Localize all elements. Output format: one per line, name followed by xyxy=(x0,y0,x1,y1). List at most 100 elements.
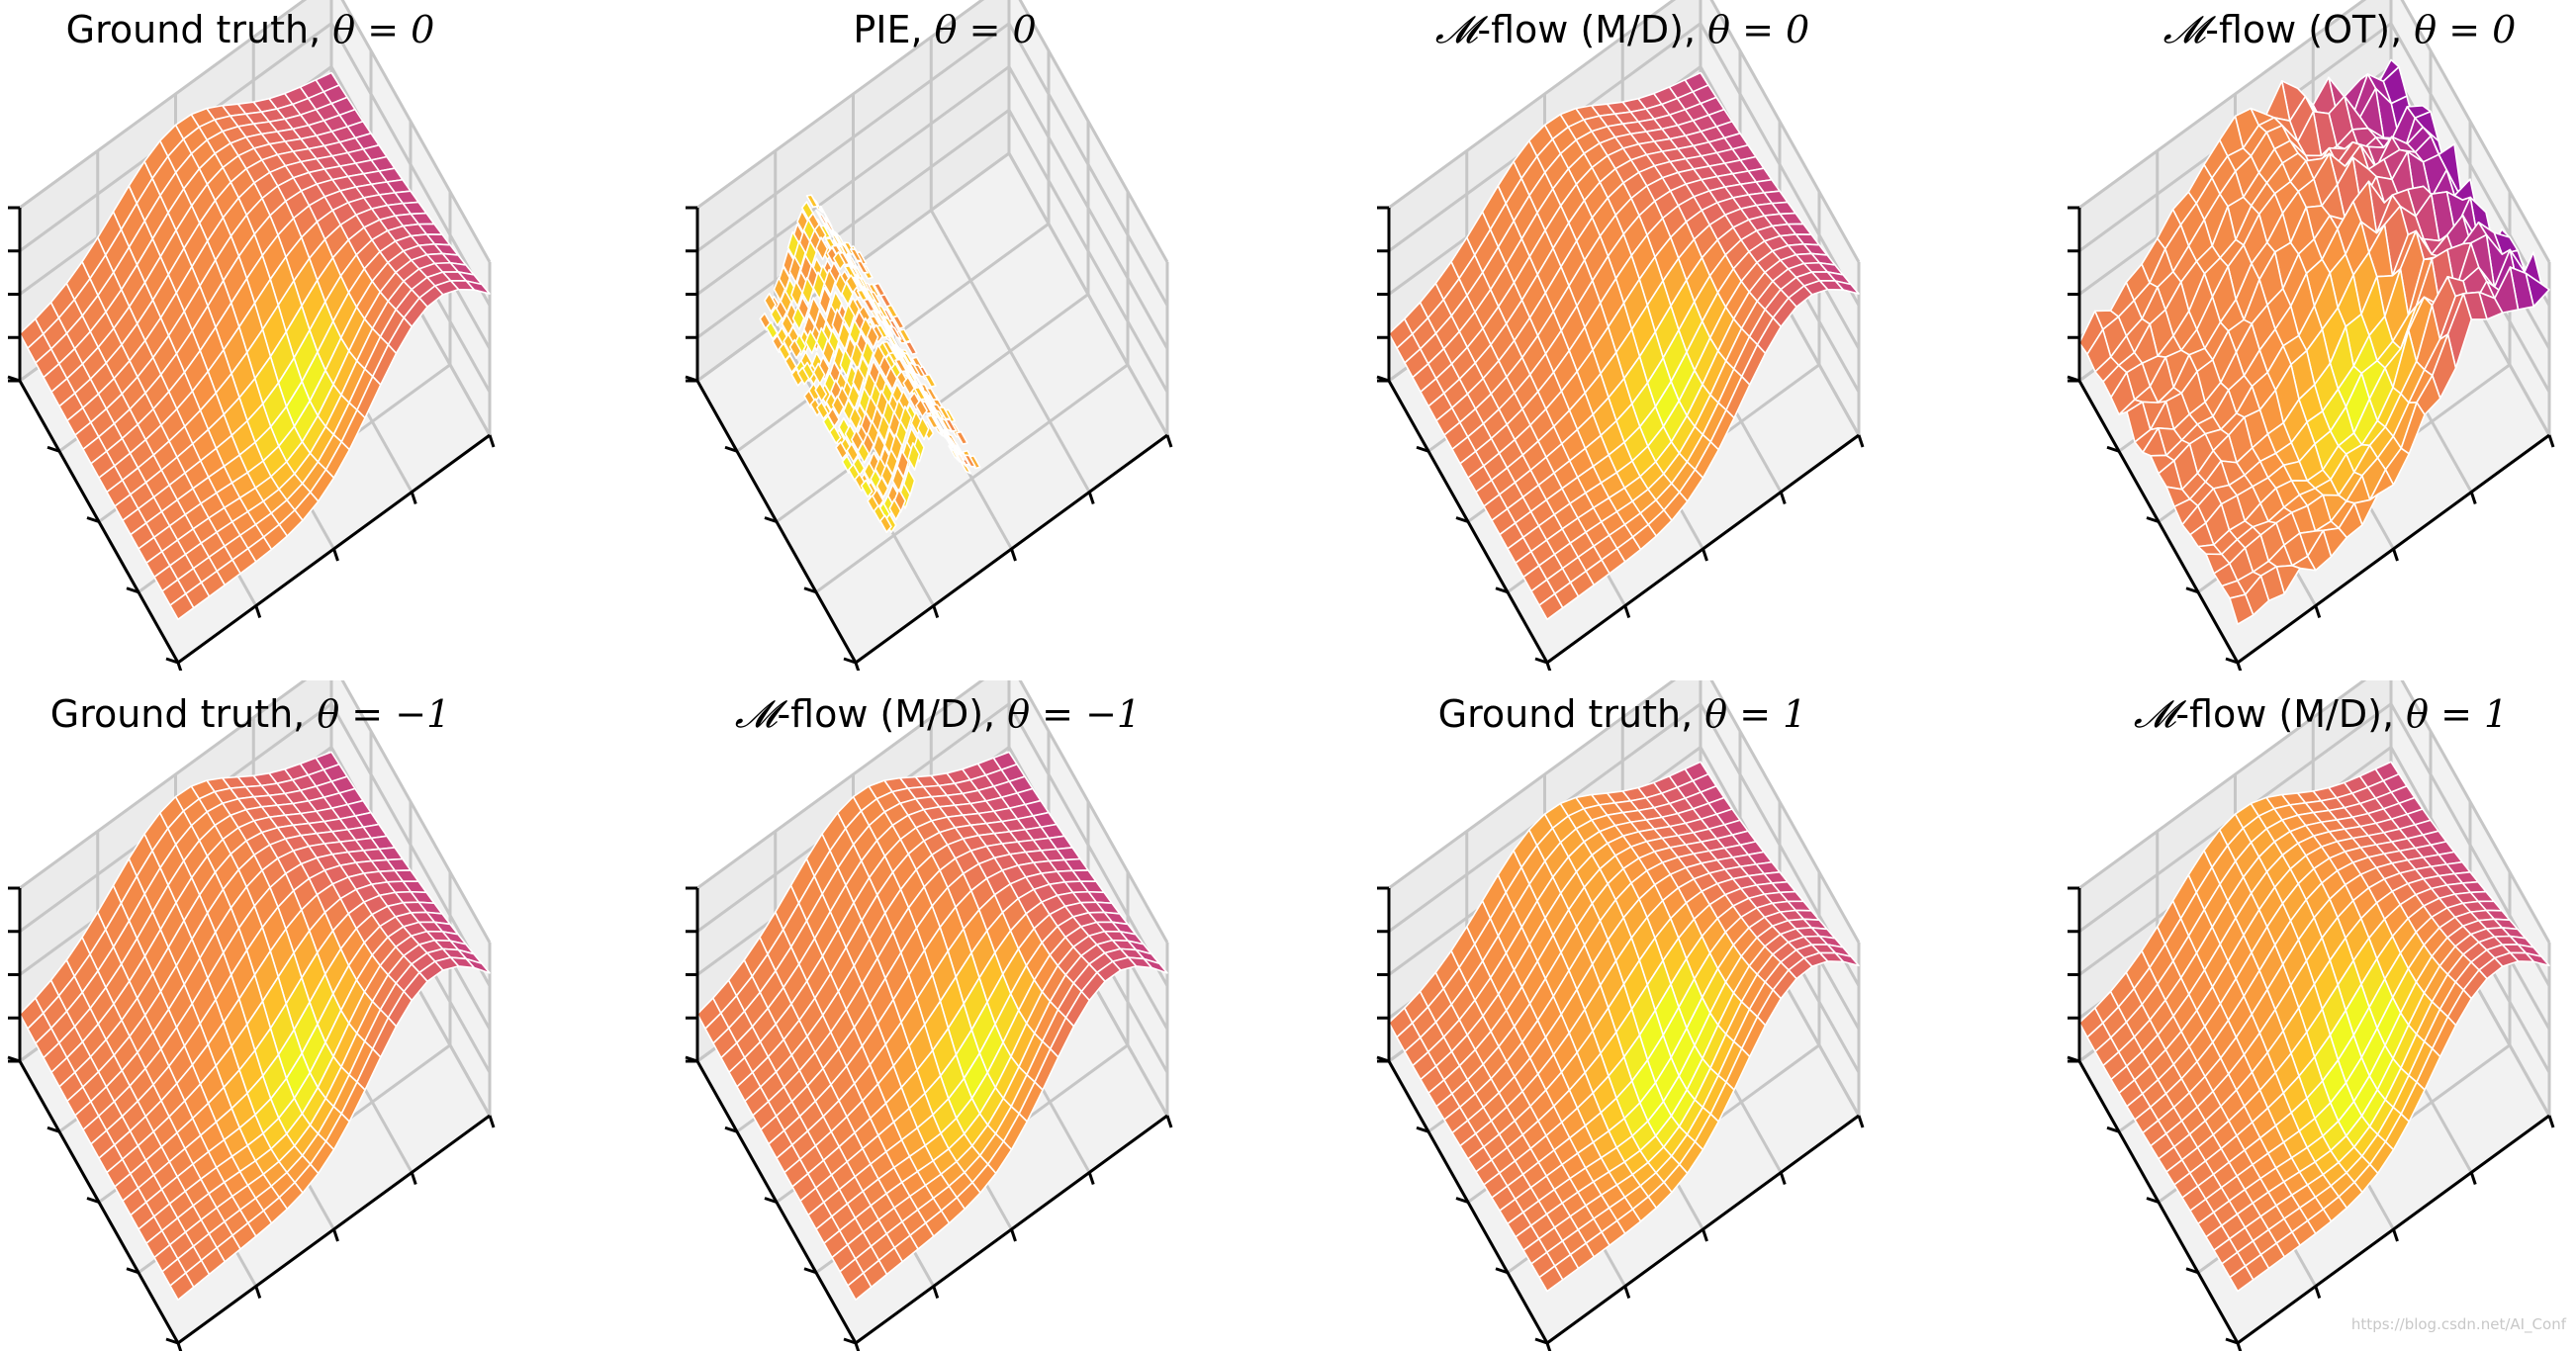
surface-patch xyxy=(1538,1265,1564,1293)
y-tick xyxy=(1376,375,1390,383)
x-tick xyxy=(1779,1172,1787,1185)
surface-patch xyxy=(892,315,905,329)
x-tick xyxy=(2314,605,2322,618)
y-tick xyxy=(2067,375,2080,383)
title-theta: θ = 0 xyxy=(934,8,1037,51)
surface-patch xyxy=(849,405,863,431)
x-tick xyxy=(1087,1172,1095,1185)
y-tick xyxy=(1376,1055,1390,1063)
y-tick xyxy=(126,586,139,594)
y-tick xyxy=(7,375,21,383)
surface-mesh xyxy=(2078,761,2550,1293)
surface-patch xyxy=(1538,592,1564,621)
surface-patch xyxy=(856,260,870,274)
surface-patch xyxy=(852,365,866,395)
y-tick xyxy=(1416,1126,1429,1133)
surface-patch xyxy=(849,248,863,262)
surface-patch xyxy=(828,425,842,445)
surface-patch xyxy=(818,286,832,315)
gridline xyxy=(19,0,308,210)
gridline xyxy=(329,703,492,987)
surface-plot-8 xyxy=(2067,680,2555,1351)
x-tick xyxy=(254,605,262,618)
surface-patch xyxy=(791,306,805,331)
x-tick xyxy=(1702,548,1708,562)
y-tick xyxy=(2146,1197,2160,1204)
title-text: -flow (M/D), xyxy=(2175,692,2407,736)
x-tick xyxy=(488,1115,496,1128)
surface-patch xyxy=(866,324,879,349)
surface-mesh xyxy=(696,751,1168,1302)
title-theta: θ = 0 xyxy=(1707,8,1810,51)
surface-patch xyxy=(847,1272,873,1302)
y-tick xyxy=(2185,1267,2199,1275)
title-theta: θ = −1 xyxy=(317,692,451,736)
x-tick xyxy=(176,662,183,671)
surface-patch xyxy=(841,281,854,306)
x-tick xyxy=(2469,492,2477,504)
title-text: Ground truth, xyxy=(49,692,318,736)
x-tick xyxy=(2236,1342,2243,1351)
surface-patch xyxy=(788,338,802,359)
surface-patch xyxy=(770,306,783,326)
surface-plot-6 xyxy=(685,680,1173,1351)
y-tick xyxy=(86,516,100,523)
surface-patch xyxy=(954,449,967,468)
surface-mesh xyxy=(2078,58,2550,625)
gridline xyxy=(1018,0,1169,263)
title-theta: θ = 1 xyxy=(2406,692,2509,736)
surface-patch xyxy=(908,361,921,377)
y-tick xyxy=(764,1197,778,1204)
surface-patch xyxy=(938,406,952,420)
x-tick xyxy=(2392,548,2399,562)
x-tick xyxy=(2469,1172,2477,1185)
surface-patch xyxy=(886,331,899,349)
gridline xyxy=(1699,23,1861,307)
y-tick xyxy=(86,1197,100,1204)
surface-patch xyxy=(916,416,930,441)
y-tick xyxy=(46,445,60,453)
gridline xyxy=(1709,680,1861,944)
surface-patch xyxy=(948,445,961,463)
surface-patch xyxy=(831,395,845,417)
y-tick xyxy=(1455,1197,1469,1204)
surface-patch xyxy=(940,416,953,433)
x-tick xyxy=(1545,1342,1552,1351)
surface-patch xyxy=(805,194,819,209)
gridline xyxy=(2389,23,2551,307)
gridline xyxy=(1007,23,1169,307)
x-tick xyxy=(854,1342,861,1351)
surface-mesh xyxy=(1388,761,1860,1293)
surface-patch xyxy=(169,1272,195,1302)
gridline xyxy=(696,22,1010,252)
surface-patch xyxy=(839,348,853,378)
gridline xyxy=(2078,680,2367,890)
x-tick xyxy=(1857,434,1865,448)
gridline xyxy=(1007,152,1169,436)
surface-patch xyxy=(788,255,802,284)
surface-patch xyxy=(945,432,958,455)
y-tick xyxy=(803,586,817,594)
x-tick xyxy=(2547,434,2555,448)
y-tick xyxy=(2146,516,2160,523)
x-tick xyxy=(1623,605,1631,618)
title-calligraphic-m: 𝓜 xyxy=(2162,8,2206,51)
x-tick xyxy=(2314,1286,2322,1299)
y-tick xyxy=(46,1126,60,1133)
surface-patch xyxy=(875,476,889,498)
surface-patch xyxy=(846,442,860,463)
surface-patch xyxy=(2229,593,2254,625)
x-tick xyxy=(1545,662,1552,671)
surface-patch xyxy=(924,373,937,388)
gridline xyxy=(696,65,1010,296)
surface-patch xyxy=(765,320,779,340)
x-tick xyxy=(932,605,940,618)
surface-patch xyxy=(860,479,874,498)
x-tick xyxy=(488,434,496,448)
panel-title-2: PIE, θ = 0 xyxy=(853,11,1036,48)
x-tick xyxy=(410,1172,417,1185)
x-tick xyxy=(254,1286,262,1299)
surface-patch xyxy=(778,342,791,362)
surface-patch xyxy=(834,230,847,249)
